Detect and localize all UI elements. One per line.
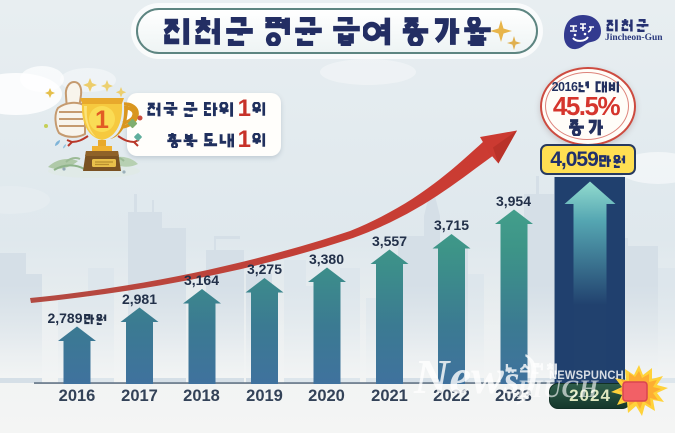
- svg-text:1: 1: [95, 106, 109, 134]
